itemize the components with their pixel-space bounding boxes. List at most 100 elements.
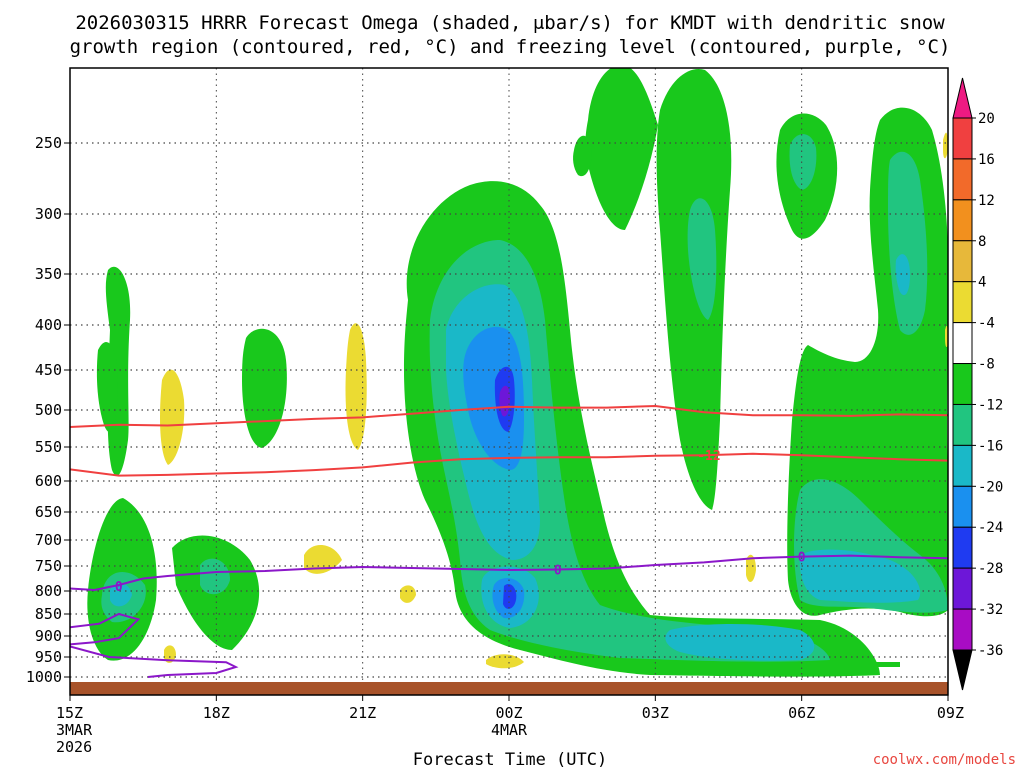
omega-region-purple [499,385,510,417]
omega-region-yellow [746,554,756,582]
x-tick-label: 21Z [349,704,376,722]
colorbar-swatch [952,526,973,569]
contour-label: 0 [115,580,123,595]
omega-region-blue [463,326,524,470]
chart-title-line-1: 2026030315 HRRR Forecast Omega (shaded, … [75,12,945,34]
x-tick-label: 03Z [642,704,669,722]
chart-title-line-2: growth region (contoured, red, °C) and f… [70,36,951,58]
omega-region-yellow [400,585,416,603]
contour-label: 0 [798,551,806,566]
y-tick-label: 750 [35,557,62,575]
y-tick-label: 400 [35,316,62,334]
y-tick-label: 700 [35,531,62,549]
colorbar-swatch [952,281,973,324]
omega-region-cyan [895,254,910,296]
x-tick-label: 09Z [937,704,964,722]
colorbar-label: 20 [978,111,995,127]
colorbar-label: -12 [978,397,1003,413]
x-tick-date-label: 4MAR [491,721,528,739]
x-tick-label: 15Z [56,704,83,722]
colorbar-swatch [952,322,973,365]
omega-region-cyan [799,549,921,603]
omega-region-green [242,328,287,448]
y-tick-label: 650 [35,503,62,521]
omega-region-teal [200,558,230,595]
omega-region-teal [687,198,717,320]
y-tick-label: 350 [35,265,62,283]
colorbar-swatch [952,403,973,446]
colorbar-swatch [952,485,973,528]
colorbar-swatch [952,567,973,610]
colorbar-label: 16 [978,152,995,168]
colorbar-label: 4 [978,275,986,291]
omega-region-yellow [164,645,176,663]
y-axis: 250 300 350 400 450 500 550 600 650 700 750 800 850 9… [26,134,70,686]
omega-region-teal [789,134,817,190]
ground-terrain [70,682,948,695]
credit-text: coolwx.com/models [873,752,1016,768]
y-tick-label: 550 [35,438,62,456]
contour-line [70,554,948,592]
colorbar-top-arrow [952,77,973,119]
colorbar-label: -28 [978,561,1003,577]
omega-region-green [850,662,900,667]
colorbar-swatch [952,117,973,160]
omega-shading [87,68,948,677]
contour-line [70,645,239,678]
colorbar-swatch [952,444,973,487]
colorbar-label: -20 [978,479,1003,495]
colorbar: 20 16 12 8 4 -4 -8 -12 -16 -20 -24 -28 -32 -36 [952,77,1003,691]
y-tick-label: 450 [35,361,62,379]
y-tick-label: 800 [35,582,62,600]
colorbar-swatch [952,158,973,201]
y-tick-label: 850 [35,605,62,623]
contour-line [70,612,141,646]
contour-line [70,404,948,428]
contour-lines: -12 0 0 0 [70,404,948,678]
plot-area: -12 0 0 0 [70,68,948,695]
x-tick-year-label: 2026 [56,738,92,756]
colorbar-bottom-arrow [952,649,973,691]
omega-region-teal [429,240,830,662]
omega-region-cyan [110,582,132,607]
colorbar-label: 12 [978,193,995,209]
omega-region-green [585,68,658,230]
contour-label: 0 [554,564,562,579]
colorbar-label: -36 [978,643,1003,659]
y-tick-label: 600 [35,472,62,490]
omega-region-yellow [304,544,342,574]
colorbar-label: -4 [978,316,995,332]
omega-region-dark-blue [503,583,517,609]
x-axis-label: Forecast Time (UTC) [413,750,607,768]
x-tick-label: 18Z [203,704,230,722]
omega-region-teal [888,151,928,335]
y-tick-label: 950 [35,648,62,666]
colorbar-label: -32 [978,602,1003,618]
omega-region-yellow [160,369,185,465]
omega-region-green [96,341,118,433]
contour-line [70,452,948,477]
omega-region-cyan [665,624,815,661]
colorbar-label: -24 [978,520,1003,536]
x-tick-date-label: 3MAR [56,721,93,739]
omega-region-yellow [486,654,524,669]
y-tick-label: 250 [35,134,62,152]
colorbar-swatch [952,363,973,405]
contour-label: -12 [697,449,720,464]
omega-region-green [573,135,592,177]
x-tick-label: 06Z [788,704,815,722]
x-tick-label: 00Z [495,704,522,722]
colorbar-label: -16 [978,438,1003,454]
omega-region-yellow [943,132,948,159]
y-tick-label: 900 [35,627,62,645]
colorbar-label: -8 [978,357,995,373]
y-tick-label: 1000 [26,668,62,686]
y-tick-label: 300 [35,205,62,223]
colorbar-swatch [952,608,973,651]
grid-lines [70,68,948,695]
colorbar-label: 8 [978,234,986,250]
colorbar-swatch [952,240,973,283]
colorbar-swatch [952,199,973,242]
